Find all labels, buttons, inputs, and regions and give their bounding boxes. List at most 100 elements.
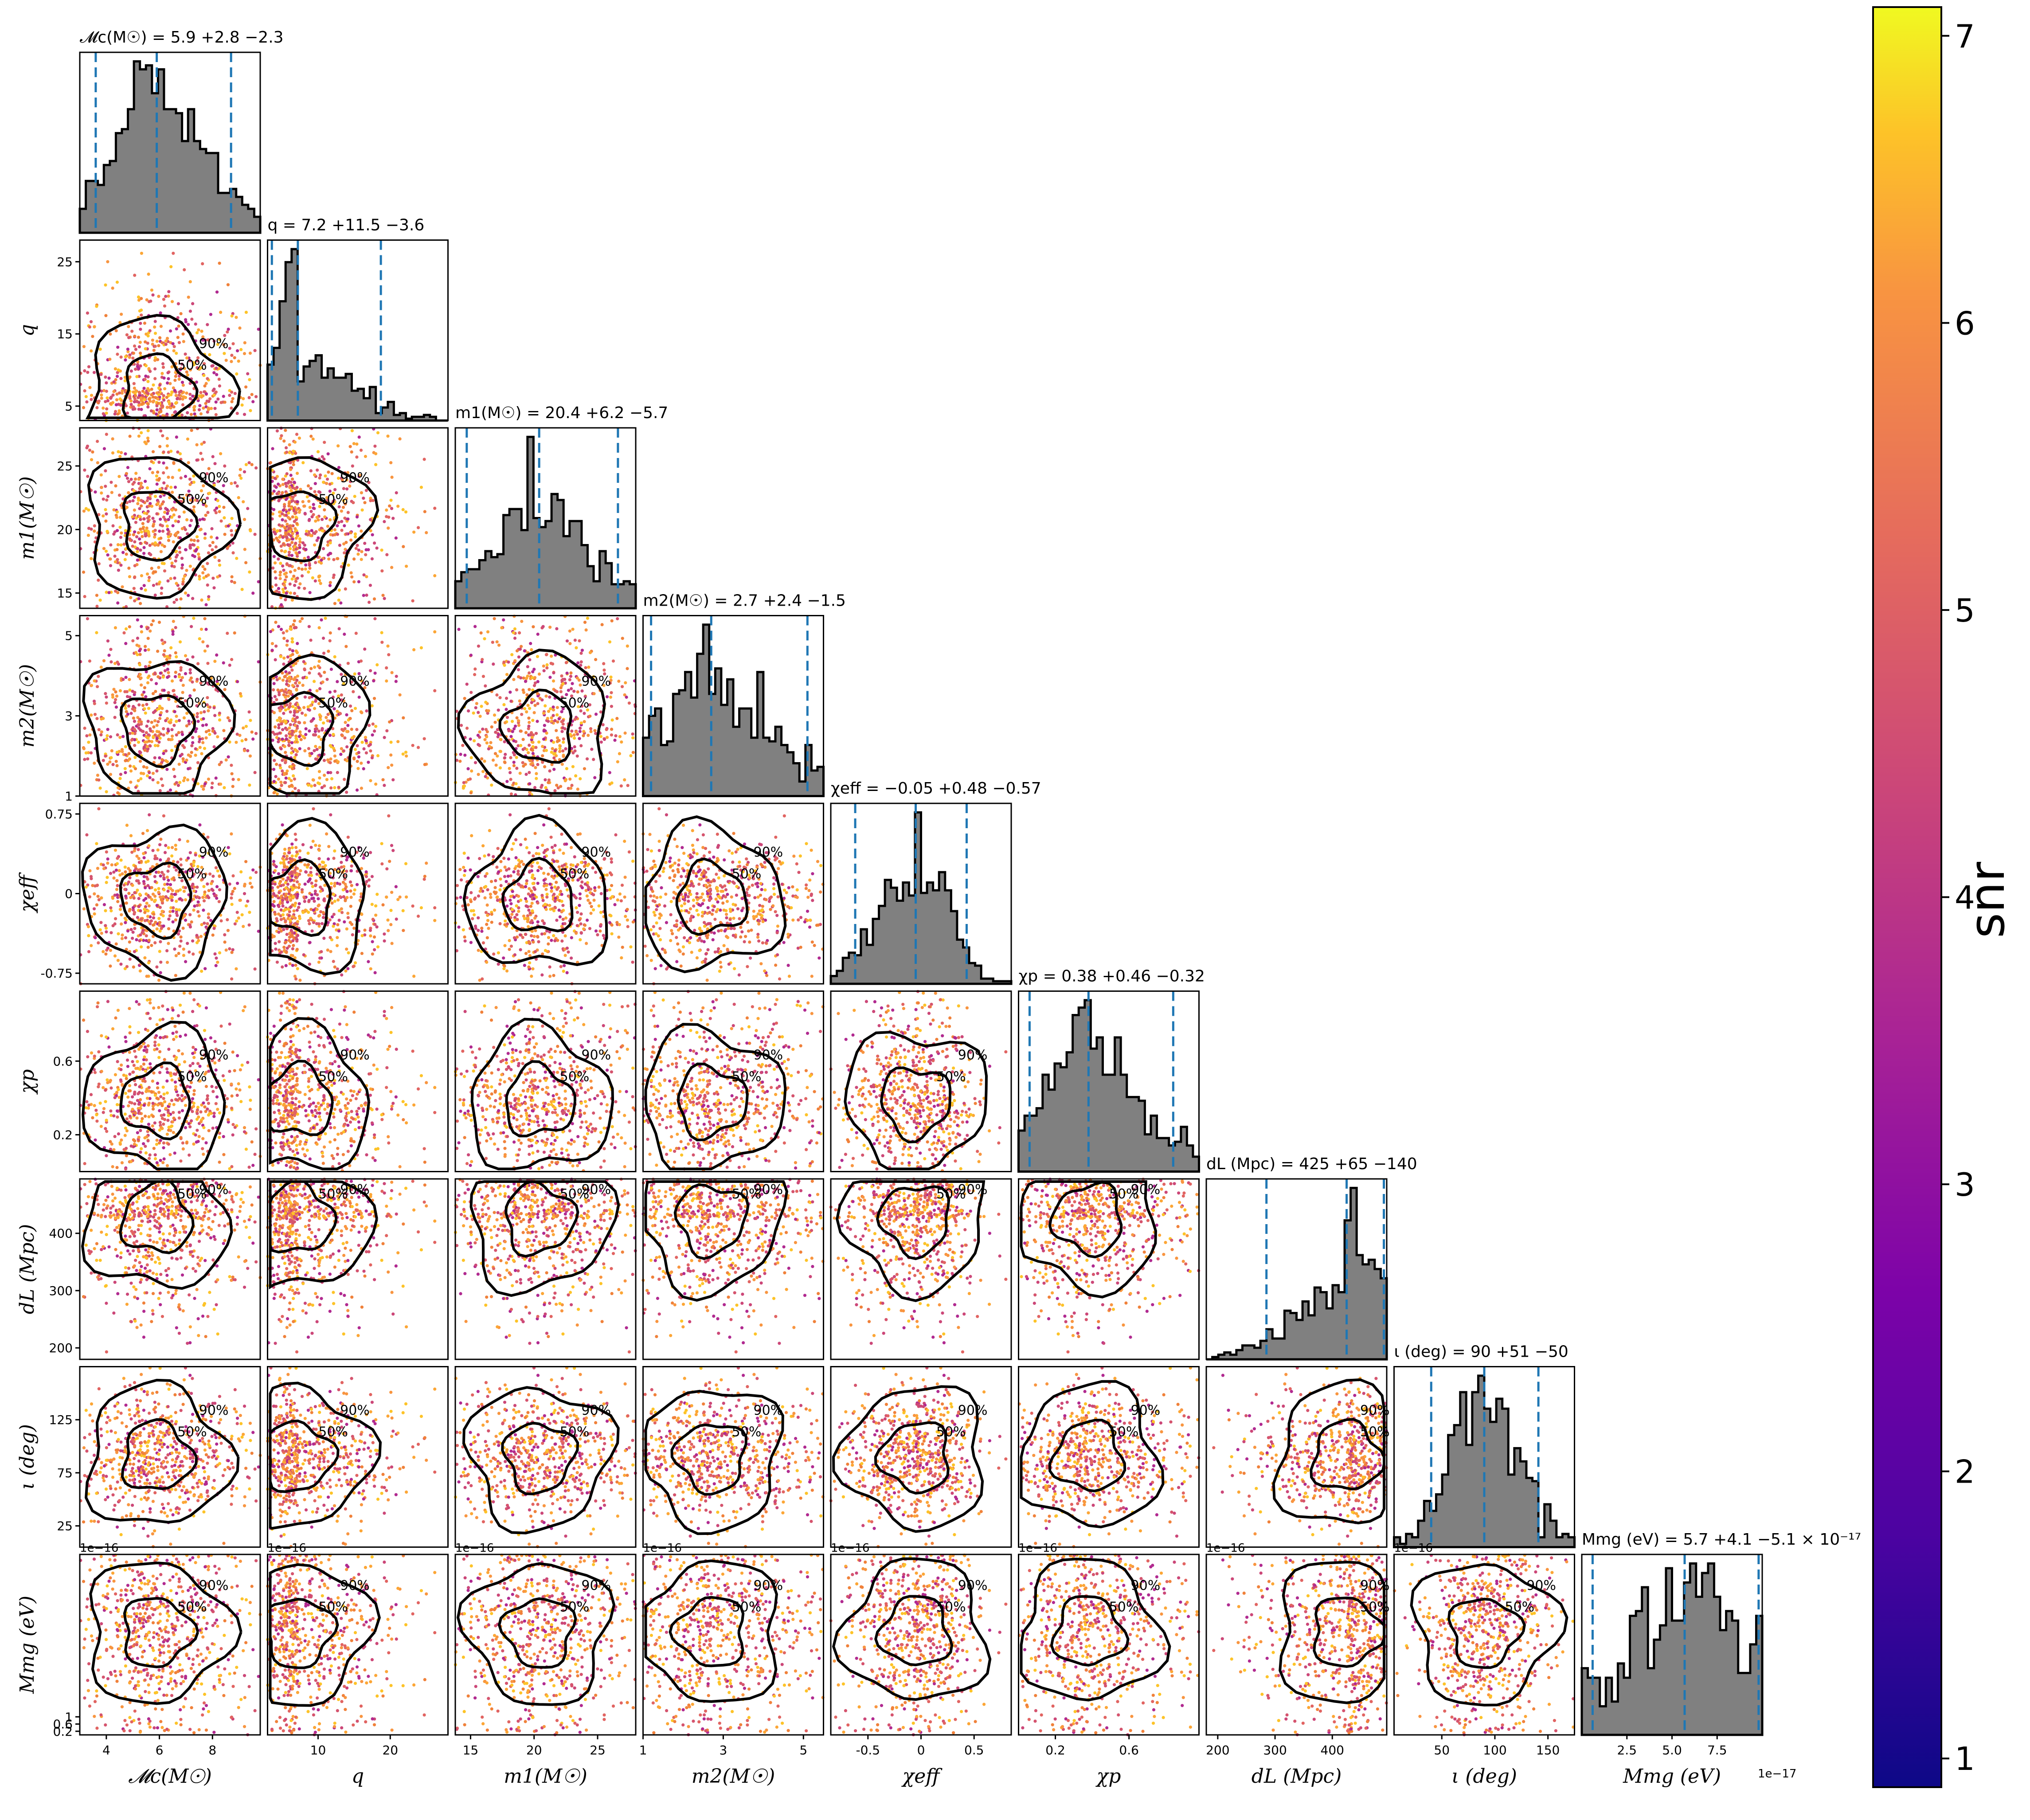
sample-point bbox=[303, 667, 306, 671]
sample-point bbox=[139, 396, 143, 400]
sample-point bbox=[185, 370, 188, 374]
sample-point bbox=[285, 932, 289, 936]
sample-point bbox=[339, 712, 342, 716]
sample-point bbox=[481, 770, 485, 773]
sample-point bbox=[201, 262, 204, 266]
sample-point bbox=[84, 751, 88, 755]
sample-point bbox=[270, 642, 274, 646]
sample-point bbox=[164, 719, 168, 722]
sample-point bbox=[153, 541, 157, 544]
sample-point bbox=[150, 898, 153, 901]
sample-point bbox=[159, 429, 163, 433]
sample-point bbox=[173, 485, 177, 489]
sample-point bbox=[147, 939, 151, 942]
sample-point bbox=[153, 888, 157, 892]
sample-point bbox=[380, 641, 384, 644]
sample-point bbox=[357, 435, 361, 439]
sample-point bbox=[140, 917, 143, 921]
sample-point bbox=[83, 595, 86, 599]
sample-point bbox=[356, 544, 359, 547]
sample-point bbox=[114, 484, 117, 488]
sample-point bbox=[536, 655, 539, 658]
sample-point bbox=[185, 712, 189, 715]
sample-point bbox=[114, 410, 117, 413]
sample-point bbox=[466, 767, 470, 771]
sample-point bbox=[115, 548, 119, 552]
sample-point bbox=[348, 716, 352, 720]
sample-point bbox=[168, 402, 172, 406]
sample-point bbox=[619, 784, 623, 788]
sample-point bbox=[188, 755, 192, 758]
sample-point bbox=[294, 541, 297, 545]
sample-point bbox=[354, 631, 358, 635]
sample-point bbox=[203, 967, 207, 971]
sample-point bbox=[182, 510, 186, 514]
sample-point bbox=[148, 575, 151, 579]
sample-point bbox=[281, 678, 285, 682]
sample-point bbox=[149, 729, 153, 732]
histogram-panel-Mc: 𝓜c(M☉) = 5.9 +2.8 −2.3 bbox=[78, 28, 284, 234]
sample-point bbox=[122, 542, 126, 546]
sample-point bbox=[285, 562, 289, 566]
sample-point bbox=[272, 860, 276, 863]
sample-point bbox=[184, 591, 188, 595]
sample-point bbox=[129, 780, 133, 784]
sample-point bbox=[288, 443, 291, 446]
sample-point bbox=[105, 930, 108, 934]
sample-point bbox=[129, 712, 133, 715]
sample-point bbox=[291, 684, 294, 687]
sample-point bbox=[192, 539, 196, 542]
sample-point bbox=[345, 890, 349, 893]
sample-point bbox=[135, 535, 139, 539]
sample-point bbox=[236, 680, 239, 683]
sample-point bbox=[352, 501, 355, 505]
sample-point bbox=[172, 876, 176, 880]
sample-point bbox=[237, 916, 240, 920]
sample-point bbox=[99, 373, 103, 376]
sample-point bbox=[131, 707, 134, 711]
sample-point bbox=[183, 367, 187, 370]
sample-point bbox=[121, 933, 124, 937]
sample-point bbox=[134, 389, 138, 393]
sample-point bbox=[357, 751, 360, 754]
sample-point bbox=[158, 445, 162, 448]
sample-point bbox=[219, 919, 223, 923]
sample-point bbox=[360, 740, 364, 744]
sample-point bbox=[100, 717, 103, 721]
sample-point bbox=[289, 702, 292, 705]
sample-point bbox=[228, 882, 231, 886]
sample-point bbox=[502, 660, 506, 664]
sample-point bbox=[111, 437, 114, 441]
sample-point bbox=[170, 728, 174, 732]
sample-point bbox=[142, 882, 146, 885]
sample-point bbox=[82, 907, 86, 911]
sample-point bbox=[158, 789, 162, 792]
sample-point bbox=[180, 556, 184, 560]
sample-point bbox=[343, 524, 346, 528]
sample-point bbox=[325, 677, 329, 681]
sample-point bbox=[272, 780, 276, 783]
y-tick-label: 0.75 bbox=[45, 807, 73, 822]
sample-point bbox=[383, 736, 386, 739]
sample-point bbox=[125, 505, 129, 509]
sample-point bbox=[180, 752, 184, 756]
sample-point bbox=[333, 786, 336, 790]
sample-point bbox=[138, 391, 141, 395]
sample-point bbox=[192, 861, 196, 864]
sample-point bbox=[385, 729, 389, 732]
sample-point bbox=[117, 869, 121, 873]
sample-point bbox=[473, 761, 477, 764]
sample-point bbox=[556, 720, 559, 724]
sample-point bbox=[233, 481, 237, 485]
sample-point bbox=[155, 391, 159, 395]
sample-point bbox=[387, 653, 391, 657]
sample-point bbox=[275, 678, 279, 681]
sample-point bbox=[160, 586, 164, 590]
sample-point bbox=[283, 505, 286, 509]
sample-point bbox=[281, 536, 285, 539]
sample-point bbox=[178, 551, 182, 554]
sample-point bbox=[86, 757, 90, 761]
sample-point bbox=[214, 866, 218, 869]
sample-point bbox=[386, 918, 390, 922]
sample-point bbox=[323, 670, 326, 674]
